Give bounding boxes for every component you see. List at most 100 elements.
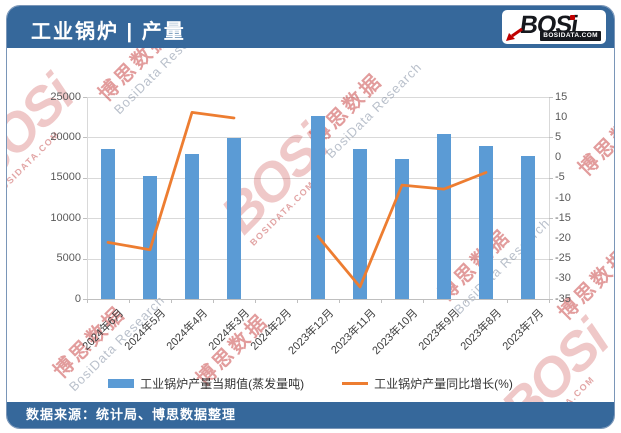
watermark-logo: BOSi BOSIDATA.COM [6,65,88,198]
legend-item-line-series: 工业锅炉产量同比增长(%) [342,375,513,392]
x-axis-label: 2024年2月 [248,307,295,353]
logo-arrow-icon [506,28,523,41]
watermark-text: 博思数据 [550,240,615,326]
y-axis-label-left: 0 [74,292,81,305]
legend-item-bar-series: 工业锅炉产量当期值(蒸发量吨) [108,375,304,392]
x-axis-tick [549,299,550,303]
bar [479,146,493,299]
gridline [87,177,549,179]
page-title: 工业锅炉 | 产量 [31,21,186,43]
watermark-cn: 博思数据 [306,69,388,150]
x-axis-label: 2024年4月 [164,307,211,353]
right-axis-line [549,97,550,299]
y-axis-label-right: 5 [555,130,562,143]
right-axis-tick [549,97,553,98]
watermark-text: 博思数据 BosiData Research [430,195,553,318]
x-axis-label: 2024年6月 [80,307,127,353]
x-axis-tick [213,299,214,303]
y-axis-label-left: 25000 [50,90,81,103]
x-axis-tick [87,299,88,303]
footer-bar: 数据来源：统计局、博思数据整理 [7,402,614,428]
x-axis-tick [381,299,382,303]
x-axis-tick [171,299,172,303]
gridlines-layer [7,6,614,428]
x-axis-label: 2023年12月 [286,307,337,358]
x-axis-label: 2024年5月 [122,307,169,353]
bar [227,138,241,299]
watermark-en: BosiData Research [450,215,553,318]
watermark-brand: BOSi [209,114,340,245]
chart-card: BOSi BOSIDATA.COM 博思数据 BosiData Research… [6,5,615,429]
x-axis-line [87,299,549,300]
data-source-text: 数据来源：统计局、博思数据整理 [26,407,237,422]
bar [101,148,115,299]
bar [437,134,451,299]
right-axis-tick [549,299,553,300]
right-axis-tick [549,177,553,179]
left-axis-tick [83,97,87,98]
x-axis-tick [339,299,340,303]
x-axis-label: 2023年8月 [458,307,505,353]
header-bar: 工业锅炉 | 产量 BOSi BOSIDATA.COM [7,6,614,48]
trend-line [106,111,236,252]
watermark-layer: BOSi BOSIDATA.COM 博思数据 BosiData Research… [7,6,614,428]
gridline [87,137,549,139]
y-axis-label-right: -35 [555,292,571,305]
watermark-cn: 博思数据 [49,302,131,383]
y-axis-label-right: -20 [555,231,571,244]
bar [521,155,535,299]
line-series-label: 工业锅炉产量同比增长(%) [374,377,513,391]
legend: 工业锅炉产量当期值(蒸发量吨) 工业锅炉产量同比增长(%) [7,375,614,392]
logo-red-dot [570,15,575,20]
left-axis-tick [83,137,87,139]
left-axis-tick [83,177,87,179]
line-series-swatch [342,382,369,385]
bar-series-layer [7,6,614,428]
x-axis-label: 2023年11月 [329,307,379,357]
bosi-logo: BOSi BOSIDATA.COM [502,10,606,44]
left-axis-tick [83,218,87,220]
y-axis-label-right: -30 [555,272,571,285]
y-axis-label-right: 15 [555,90,568,103]
bar [185,154,199,299]
x-axis-label: 2023年10月 [370,307,421,358]
left-axis-tick [83,258,87,260]
x-axis-tick [255,299,256,303]
bar [311,115,325,299]
bar-series-swatch [108,379,135,388]
watermark-domain: BOSIDATA.COM [247,178,317,248]
y-axis-label-right: -25 [555,252,571,265]
bar [395,159,409,299]
right-axis-tick [549,258,553,260]
x-axis-label: 2023年7月 [500,307,547,353]
watermark-logo: BOSi BOSIDATA.COM [209,114,342,248]
y-axis-label-right: -10 [555,191,571,204]
left-axis-tick [83,299,87,300]
y-axis-label-left: 20000 [50,130,81,143]
watermark-en: BosiData Research [322,59,425,162]
watermark-domain: BOSIDATA.COM [6,128,62,198]
y-axis-label-left: 10000 [50,211,81,224]
right-axis-tick [549,218,553,220]
y-axis-label-left: 15000 [50,171,81,184]
logo-domain-text: BOSIDATA.COM [540,30,601,41]
bar [353,148,367,299]
left-axis-line [87,97,88,299]
gridline [87,218,549,220]
gridline [87,97,549,98]
line-series-layer [106,111,488,289]
watermark-text: 博思数据 [570,96,615,182]
y-axis-label-right: 10 [555,110,568,123]
x-axis-label: 2023年9月 [416,307,463,353]
trend-line [316,171,488,289]
x-axis-tick [297,299,298,303]
x-axis-label: 2024年3月 [206,307,253,353]
watermark-cn: 博思数据 [554,243,615,325]
bar-series-label: 工业锅炉产量当期值(蒸发量吨) [140,377,305,391]
watermark-cn: 博思数据 [574,99,615,181]
right-axis-tick [549,137,553,139]
watermark-cn: 博思数据 [434,225,516,306]
x-axis-tick [129,299,130,303]
y-axis-label-left: 5000 [56,252,81,265]
